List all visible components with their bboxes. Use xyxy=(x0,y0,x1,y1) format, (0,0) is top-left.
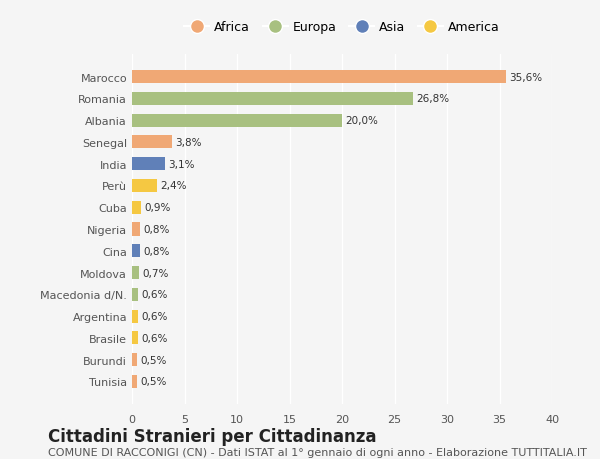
Bar xyxy=(132,71,506,84)
Bar xyxy=(132,310,139,323)
Bar xyxy=(132,288,139,301)
Text: 0,8%: 0,8% xyxy=(143,224,170,235)
Bar xyxy=(132,201,142,214)
Text: 35,6%: 35,6% xyxy=(509,73,542,83)
Text: COMUNE DI RACCONIGI (CN) - Dati ISTAT al 1° gennaio di ogni anno - Elaborazione : COMUNE DI RACCONIGI (CN) - Dati ISTAT al… xyxy=(48,447,587,457)
Bar xyxy=(132,179,157,193)
Legend: Africa, Europa, Asia, America: Africa, Europa, Asia, America xyxy=(179,16,505,39)
Bar xyxy=(132,136,172,149)
Text: 3,8%: 3,8% xyxy=(175,138,202,148)
Text: 20,0%: 20,0% xyxy=(345,116,378,126)
Text: 0,5%: 0,5% xyxy=(140,376,167,386)
Bar xyxy=(132,223,140,236)
Bar xyxy=(132,331,139,345)
Text: 0,9%: 0,9% xyxy=(145,203,171,213)
Bar xyxy=(132,93,413,106)
Bar xyxy=(132,266,139,280)
Text: 0,6%: 0,6% xyxy=(142,333,168,343)
Bar xyxy=(132,245,140,258)
Text: 26,8%: 26,8% xyxy=(416,94,449,104)
Bar xyxy=(132,158,164,171)
Bar xyxy=(132,353,137,366)
Text: 0,7%: 0,7% xyxy=(143,268,169,278)
Bar xyxy=(132,375,137,388)
Bar xyxy=(132,114,342,128)
Text: 0,8%: 0,8% xyxy=(143,246,170,256)
Text: 2,4%: 2,4% xyxy=(160,181,187,191)
Text: 3,1%: 3,1% xyxy=(168,159,194,169)
Text: 0,5%: 0,5% xyxy=(140,355,167,365)
Text: Cittadini Stranieri per Cittadinanza: Cittadini Stranieri per Cittadinanza xyxy=(48,427,377,445)
Text: 0,6%: 0,6% xyxy=(142,311,168,321)
Text: 0,6%: 0,6% xyxy=(142,290,168,300)
